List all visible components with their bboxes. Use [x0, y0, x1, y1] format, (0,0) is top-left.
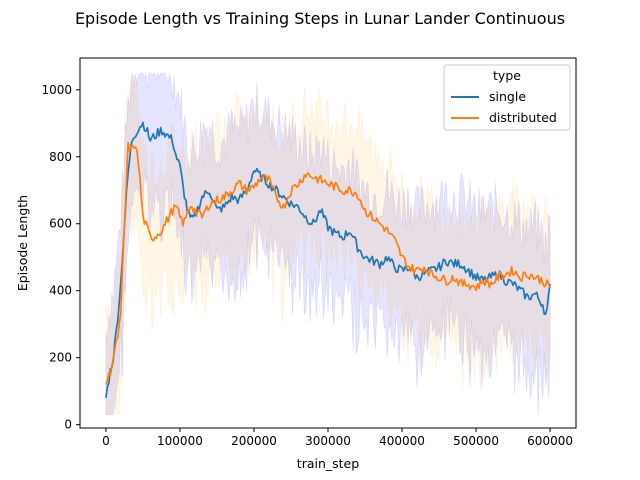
legend-title: type — [493, 68, 521, 83]
x-tick-label: 0 — [102, 434, 110, 448]
y-tick-label: 600 — [49, 217, 72, 231]
series-line-distributed — [105, 141, 551, 385]
legend-box — [443, 64, 571, 131]
chart-title: Episode Length vs Training Steps in Luna… — [75, 9, 565, 28]
y-axis-ticks: 0 200 400 600 800 1000 — [41, 83, 80, 432]
y-tick-label: 200 — [49, 351, 72, 365]
legend-label-single: single — [489, 89, 526, 104]
y-tick-label: 0 — [64, 418, 72, 432]
band-single — [105, 71, 551, 415]
series-line-single — [105, 121, 551, 399]
y-axis-label: Episode Length — [15, 195, 30, 291]
x-tick-label: 600000 — [527, 434, 573, 448]
y-tick-label: 400 — [49, 284, 72, 298]
y-tick-label: 800 — [49, 150, 72, 164]
legend-label-distributed: distributed — [489, 110, 557, 125]
x-tick-label: 400000 — [379, 434, 425, 448]
band-distributed — [105, 73, 551, 415]
x-tick-label: 200000 — [231, 434, 277, 448]
legend: type single distributed — [443, 64, 571, 131]
x-tick-label: 300000 — [305, 434, 351, 448]
x-axis-ticks: 0 100000 200000 300000 400000 500000 600000 — [102, 428, 573, 448]
series-lines — [105, 121, 551, 399]
y-tick-label: 1000 — [41, 83, 72, 97]
x-tick-label: 500000 — [453, 434, 499, 448]
confidence-bands — [105, 71, 551, 415]
x-tick-label: 100000 — [157, 434, 203, 448]
x-axis-label: train_step — [297, 456, 359, 471]
